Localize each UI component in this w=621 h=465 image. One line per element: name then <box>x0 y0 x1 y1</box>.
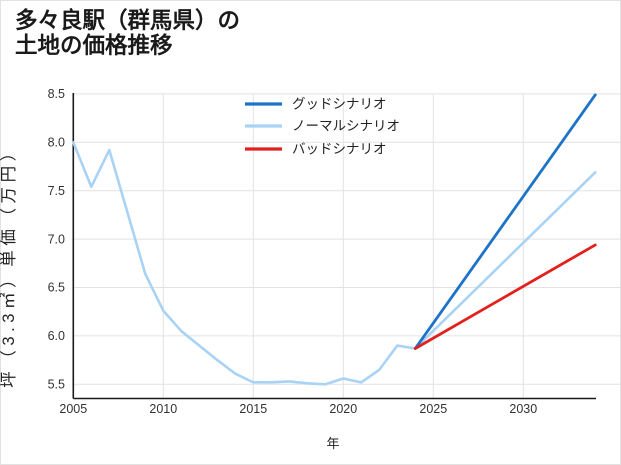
svg-text:8.0: 8.0 <box>48 136 65 150</box>
svg-text:2010: 2010 <box>149 402 177 416</box>
svg-text:ノーマルシナリオ: ノーマルシナリオ <box>292 119 400 134</box>
svg-text:2030: 2030 <box>509 402 537 416</box>
svg-text:2005: 2005 <box>59 402 87 416</box>
svg-text:2015: 2015 <box>239 402 267 416</box>
svg-text:2020: 2020 <box>329 402 357 416</box>
svg-text:年: 年 <box>326 436 339 451</box>
svg-text:8.5: 8.5 <box>48 87 65 101</box>
svg-text:6.5: 6.5 <box>48 281 65 295</box>
svg-text:坪（3.3㎡）単価（万円）: 坪（3.3㎡）単価（万円） <box>0 140 18 388</box>
svg-text:バッドシナリオ: バッドシナリオ <box>292 142 387 157</box>
svg-text:7.0: 7.0 <box>48 232 65 246</box>
svg-text:6.0: 6.0 <box>48 329 65 343</box>
svg-text:7.5: 7.5 <box>48 184 65 198</box>
svg-text:グッドシナリオ: グッドシナリオ <box>292 97 387 112</box>
svg-text:2025: 2025 <box>419 402 447 416</box>
svg-text:5.5: 5.5 <box>48 378 65 392</box>
